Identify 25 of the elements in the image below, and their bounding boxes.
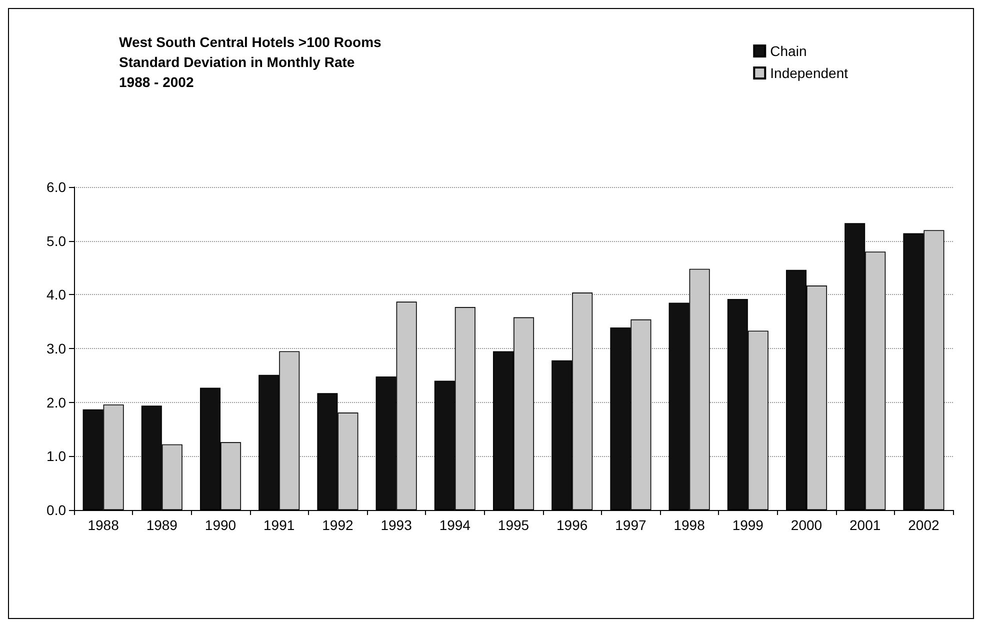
y-tick-label: 3.0 bbox=[46, 340, 66, 356]
x-tick-label: 1991 bbox=[264, 517, 295, 533]
x-tick-label: 2002 bbox=[908, 517, 940, 533]
x-tick-label: 1989 bbox=[146, 517, 178, 533]
x-tick-label: 1992 bbox=[322, 517, 354, 533]
chart-title: West South Central Hotels >100 Rooms Standard Deviation in Monthly Rate 1988 - 2002 bbox=[119, 34, 382, 90]
x-tick-label: 1995 bbox=[498, 517, 530, 533]
legend-label: Chain bbox=[770, 43, 807, 59]
x-tick-label: 2000 bbox=[790, 517, 822, 533]
x-tick-label: 1997 bbox=[615, 517, 646, 533]
x-tick-label: 1996 bbox=[556, 517, 588, 533]
x-tick-label: 1993 bbox=[380, 517, 412, 533]
y-tick-label: 4.0 bbox=[46, 286, 66, 303]
x-tick-label: 1990 bbox=[204, 517, 236, 533]
y-tick-label: 0.0 bbox=[46, 502, 66, 518]
y-tick-label: 5.0 bbox=[46, 232, 66, 249]
y-tick-label: 2.0 bbox=[46, 394, 66, 410]
x-tick-label: 1999 bbox=[732, 517, 764, 533]
x-tick-label: 1994 bbox=[439, 517, 471, 533]
x-tick-label: 2001 bbox=[850, 517, 881, 533]
x-tick-label: 1998 bbox=[674, 517, 706, 533]
legend-label: Independent bbox=[770, 65, 848, 81]
y-tick-label: 6.0 bbox=[46, 179, 66, 195]
y-tick-label: 1.0 bbox=[46, 448, 66, 464]
x-tick-label: 1988 bbox=[88, 517, 120, 533]
